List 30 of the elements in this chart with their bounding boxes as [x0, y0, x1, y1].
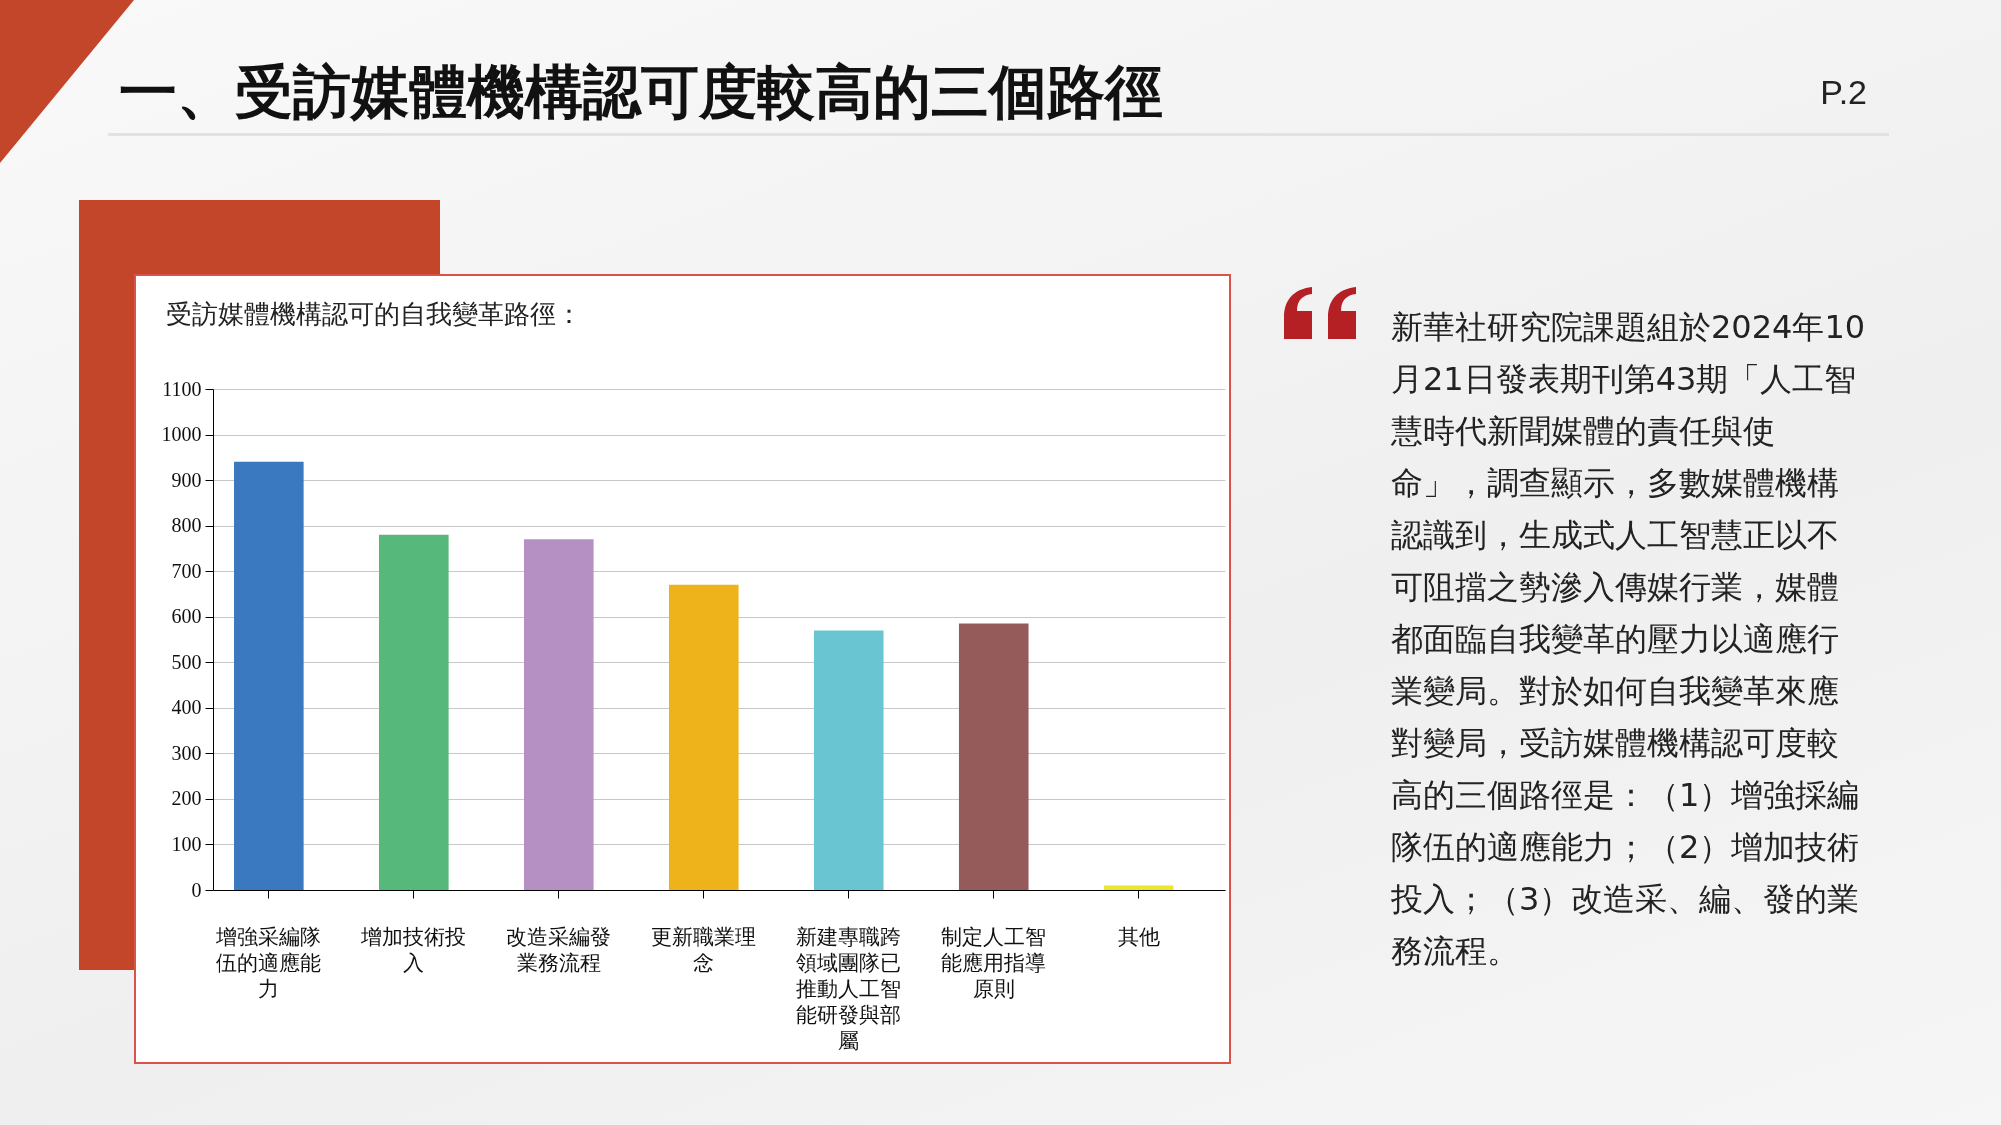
bar — [234, 461, 304, 890]
y-tick-label: 400 — [171, 696, 202, 719]
x-tick-label: 新建專職跨領域團隊已推動人工智能研發與部屬 — [796, 924, 902, 1053]
bar — [813, 630, 884, 890]
x-tick-label: 增強采編隊伍的適應能力 — [215, 924, 322, 1001]
bar — [668, 584, 739, 890]
text: P.2 — [1820, 72, 1867, 112]
y-tick-label: 900 — [171, 468, 202, 491]
bar — [958, 623, 1029, 890]
y-tick-label: 1000 — [161, 423, 202, 446]
x-tick-label: 改造采編發業務流程 — [506, 924, 612, 975]
chart-title: 一、受訪媒體機構認可度較高的三個路徑 — [119, 57, 1163, 128]
y-tick-label: 100 — [171, 832, 202, 855]
y-tick-label: 1100 — [162, 377, 202, 400]
y-tick-label: 200 — [171, 787, 202, 810]
chart-subtitle: 受訪媒體機構認可的自我變革路徑： — [166, 298, 582, 331]
x-tick-label: 制定人工智能應用指導原則 — [941, 924, 1047, 1001]
bar — [523, 539, 594, 890]
x-tick-label: 更新職業理念 — [651, 924, 757, 975]
y-tick-label: 600 — [171, 605, 202, 628]
bar — [1103, 885, 1174, 890]
bar — [379, 534, 449, 890]
text: 新華社研究院課題組於2024年10月21日發表期刊第43期「人工智慧時代新聞媒體的責任與使命」，調查顯示，多數媒體機構認識到，生成式人工智慧正以不可阻擋之勢滲入傳媒行業，媒體都面臨自我變革的壓力以適應行業變局。對於如何自我變革來應對變局，受訪媒體機構認可度較高的三個路徑是：（1）增強採編隊伍的適應能力；（2）增加技術投入；（3）改造采、編、發的業務流程。 — [1391, 308, 1866, 970]
y-tick-label: 500 — [171, 650, 202, 673]
x-tick-label: 增加技術投入 — [360, 924, 467, 975]
y-tick-label: 0 — [191, 878, 202, 901]
y-tick-label: 800 — [171, 514, 202, 537]
y-tick-label: 300 — [171, 741, 202, 764]
x-tick-label: 其他 — [1117, 924, 1160, 949]
y-tick-label: 700 — [171, 559, 202, 582]
